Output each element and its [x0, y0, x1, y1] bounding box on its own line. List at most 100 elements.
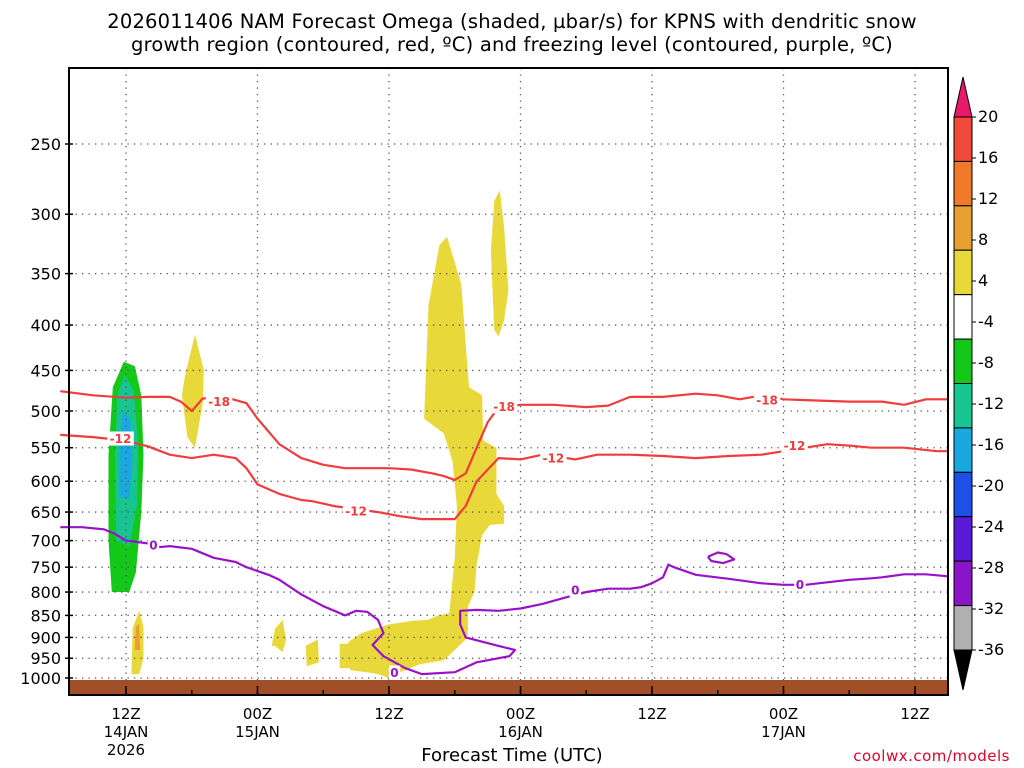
x-tick-label: 2026 — [107, 741, 145, 759]
y-tick-label: 600 — [30, 472, 61, 491]
x-tick-label: 12Z — [637, 705, 666, 723]
colorbar-swatch — [953, 516, 973, 562]
colorbar-swatch — [953, 160, 973, 207]
y-tick-label: 900 — [30, 628, 61, 647]
y-axis: 250 300 350 400 450 500 550 600 650 700 750 800 850 9… — [20, 135, 73, 688]
x-tick-label: 14JAN — [104, 723, 149, 741]
dgz-minus12-label-bg — [107, 431, 134, 446]
colorbar-label: -32 — [978, 599, 1004, 618]
omega-yellow-top — [490, 190, 509, 337]
omega-shading-layer — [108, 190, 509, 678]
x-tick-label: 16JAN — [498, 723, 543, 741]
dgz-minus12-label-bg — [540, 451, 567, 466]
colorbar-swatch — [953, 205, 973, 251]
colorbar-label: -8 — [978, 353, 994, 372]
colorbar-label: -4 — [978, 312, 994, 331]
freezing-0-label-bg — [794, 577, 806, 592]
omega-yellow-big — [345, 236, 505, 678]
freezing-0-ring-line — [707, 551, 736, 565]
x-tick-label: 12Z — [900, 705, 929, 723]
colorbar-swatch — [953, 427, 973, 473]
y-tick-label: 650 — [30, 503, 61, 522]
colorbar-swatch — [953, 338, 973, 385]
y-tick-label: 950 — [30, 649, 61, 668]
omega-yellow-low2 — [271, 619, 286, 653]
freezing-0-line — [60, 526, 949, 676]
colorbar-swatch — [953, 471, 973, 518]
colorbar-label: -28 — [978, 558, 1004, 577]
freezing-0-label-bg — [569, 583, 582, 598]
y-tick-label: 800 — [30, 583, 61, 602]
freezing-0-label: 0 — [390, 666, 398, 680]
x-tick-label: 17JAN — [761, 723, 806, 741]
colorbar-swatch — [953, 249, 973, 296]
colorbar-label: 12 — [978, 189, 998, 208]
colorbar-label: 8 — [978, 230, 988, 249]
dgz-minus18-label-bg — [753, 393, 781, 408]
x-tick-label: 00Z — [769, 705, 798, 723]
y-tick-label: 350 — [30, 265, 61, 284]
colorbar-label: 4 — [978, 271, 988, 290]
dgz-minus18-label: -18 — [208, 395, 230, 409]
colorbar: 20 16 12 8 4 -4 -8 -12 -16 -20 -24 -28 -32 -36 — [953, 76, 1004, 691]
colorbar-swatch — [953, 605, 973, 651]
x-tick-label: 12Z — [111, 705, 140, 723]
dgz-minus12-label-bg — [342, 503, 370, 518]
x-tick-label: 12Z — [374, 705, 403, 723]
y-tick-label: 750 — [30, 558, 61, 577]
dgz-minus18-label-bg — [205, 394, 233, 409]
dgz-minus18-label-bg — [490, 399, 518, 414]
grid-layer — [69, 68, 948, 695]
dgz-minus12-label: -12 — [110, 432, 132, 446]
credit-link[interactable]: coolwx.com/models — [853, 747, 1010, 765]
dgz-minus12-label-bg — [781, 438, 808, 453]
colorbar-label: 20 — [978, 107, 998, 126]
x-tick-label: 00Z — [243, 705, 272, 723]
y-tick-label: 400 — [30, 316, 61, 335]
chart-title-line-2: growth region (contoured, red, ºC) and f… — [131, 33, 893, 56]
colorbar-swatch — [953, 294, 973, 340]
dgz-minus18-label: -18 — [756, 394, 778, 408]
dgz-minus18-label: -18 — [493, 400, 515, 414]
dgz-minus12-label: -12 — [543, 452, 565, 466]
y-tick-label: 450 — [30, 361, 61, 380]
colorbar-label: 16 — [978, 148, 998, 167]
colorbar-swatch — [953, 383, 973, 429]
y-tick-label: 700 — [30, 532, 61, 551]
colorbar-swatch — [953, 560, 973, 607]
y-tick-label: 550 — [30, 439, 61, 458]
colorbar-bottom-arrow — [953, 649, 973, 691]
colorbar-label: -16 — [978, 435, 1004, 454]
x-tick-label: 00Z — [506, 705, 535, 723]
x-tick-label: 15JAN — [235, 723, 280, 741]
omega-yellow-mid1 — [181, 334, 204, 448]
omega-yellow-low3 — [305, 639, 319, 667]
ground-bar — [69, 680, 948, 694]
dgz-minus12-label: -12 — [784, 439, 806, 453]
colorbar-label: -36 — [978, 640, 1004, 659]
freezing-0-label: 0 — [571, 584, 579, 598]
plot-frame — [68, 67, 949, 696]
contour-layer: -18 -18 -18 -12 -12 -12 -12 0 0 0 0 — [60, 390, 949, 680]
freezing-0-label-bg — [388, 665, 401, 680]
freezing-0-label: 0 — [796, 578, 804, 592]
y-tick-label: 1000 — [20, 669, 61, 688]
y-tick-label: 300 — [30, 205, 61, 224]
freezing-0-label: 0 — [149, 538, 157, 552]
colorbar-label: -24 — [978, 517, 1004, 536]
freezing-0-label-bg — [147, 537, 160, 552]
colorbar-label: -12 — [978, 394, 1004, 413]
x-axis-label: Forecast Time (UTC) — [421, 745, 603, 766]
y-tick-label: 250 — [30, 135, 61, 154]
y-tick-label: 500 — [30, 402, 61, 421]
omega-orange-low1 — [134, 623, 141, 650]
dgz-minus12-label: -12 — [345, 504, 367, 518]
chart-title-line-1: 2026011406 NAM Forecast Omega (shaded, µ… — [107, 10, 917, 33]
colorbar-top-arrow — [953, 76, 973, 118]
dgz-minus18-line — [60, 390, 948, 481]
colorbar-swatch — [953, 116, 973, 162]
y-tick-label: 850 — [30, 606, 61, 625]
colorbar-label: -20 — [978, 476, 1004, 495]
